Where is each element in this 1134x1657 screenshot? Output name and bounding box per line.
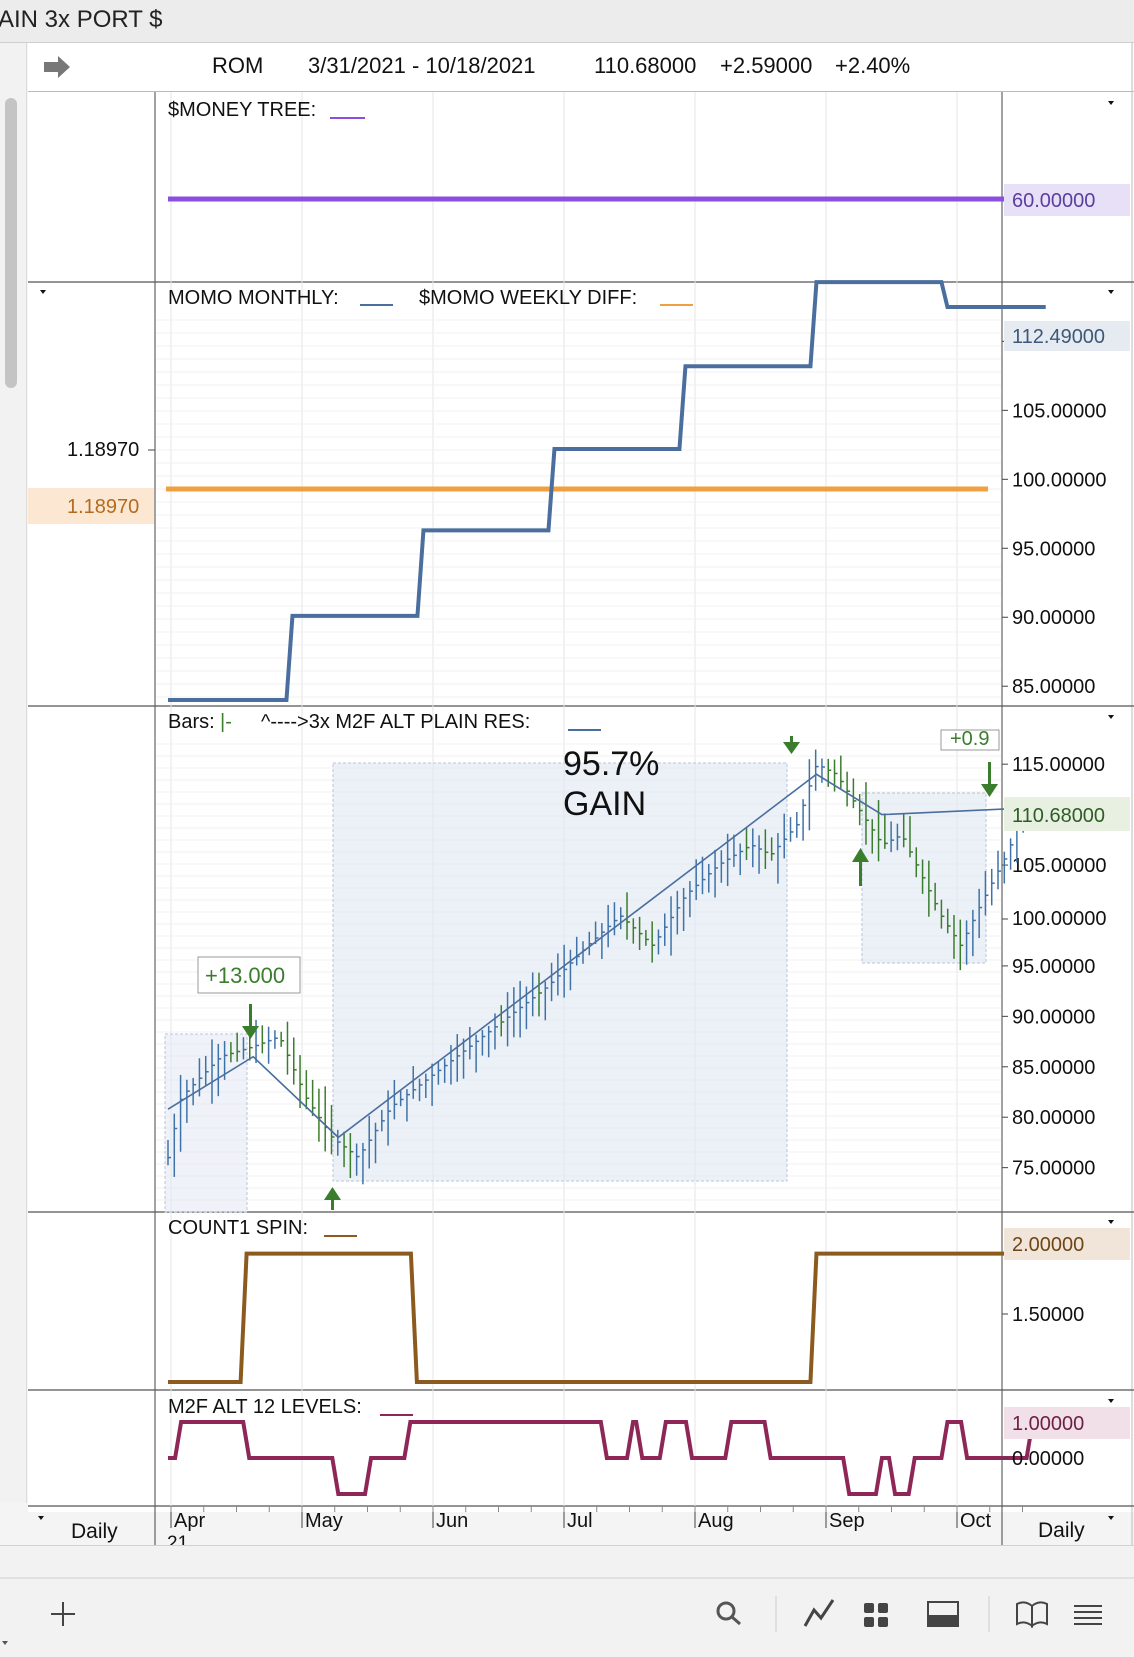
money-tree-title: $MONEY TREE: (168, 99, 316, 121)
x-tick-label: Oct (960, 1510, 992, 1532)
panel-layout-icon[interactable] (927, 1601, 959, 1627)
svg-text:+0.9: +0.9 (950, 728, 989, 750)
chevron-down-icon[interactable] (1108, 101, 1114, 105)
count1-spin-line (168, 1251, 1046, 1384)
menu-icon[interactable] (1074, 1605, 1102, 1625)
x-tick-label: Apr (174, 1510, 205, 1532)
price-y-axis: 75.00000 80.00000 85.00000 90.00000 95.00000… (1002, 754, 1107, 1180)
y-tick-label: 105.00000 (1012, 855, 1107, 877)
y-tick-label: 85.00000 (1012, 1057, 1095, 1079)
m2f-axis-label: 0.00000 (1012, 1448, 1084, 1470)
y-tick-label: 115.00000 (1012, 754, 1105, 776)
scrollbar-thumb[interactable] (5, 98, 17, 388)
bars-legend-glyph: |- (220, 711, 232, 733)
y-tick-label: 100.00000 (1012, 469, 1107, 491)
y-tick-label: 95.00000 (1012, 956, 1095, 978)
grid-layout-icon[interactable] (864, 1603, 888, 1627)
change-label: +2.59000 (720, 53, 813, 78)
y-tick-label: 90.00000 (1012, 1006, 1095, 1028)
book-icon[interactable] (1016, 1601, 1048, 1629)
down-arrow-icon (242, 1004, 259, 1039)
gain-annotation-line1: 95.7% (563, 745, 659, 783)
x-axis: Apr May Jun Jul Aug Sep Oct (170, 1506, 1023, 1532)
y-tick-label: 90.00000 (1012, 607, 1095, 629)
bars-title: Bars: (168, 711, 215, 733)
svg-text:60.00000: 60.00000 (1012, 190, 1095, 212)
x-tick-label: Jul (567, 1510, 593, 1532)
chevron-down-icon[interactable] (1108, 290, 1114, 294)
chevron-down-icon[interactable] (1108, 715, 1114, 719)
down-arrow-icon (783, 736, 800, 754)
chevron-down-icon[interactable] (1108, 1516, 1114, 1520)
chevron-down-icon[interactable] (40, 290, 46, 294)
count1-last-value-tag: 2.00000 (1004, 1228, 1130, 1260)
svg-text:112.49000: 112.49000 (1012, 326, 1105, 348)
chevron-down-icon[interactable] (2, 1641, 8, 1645)
price-last-value-tag: 110.68000 (1004, 797, 1130, 831)
momo-monthly-title: MOMO MONTHLY: (168, 287, 339, 309)
range-box-main (332, 762, 788, 1182)
svg-text:110.68000: 110.68000 (1012, 805, 1105, 827)
x-tick-label: Jun (436, 1510, 468, 1532)
count1-axis-label: 1.50000 (1012, 1304, 1084, 1326)
y-tick-label: 75.00000 (1012, 1158, 1095, 1180)
line-chart-icon[interactable] (803, 1599, 835, 1627)
right-gain-box: +0.9 (940, 728, 1000, 751)
svg-text:+13.000: +13.000 (205, 963, 285, 988)
momo-last-value-tag: 112.49000 (1004, 321, 1130, 351)
y-tick-label: 105.00000 (1012, 400, 1107, 422)
m2f-res-title: ^---->3x M2F ALT PLAIN RES: (261, 711, 530, 733)
window-titlebar: AIN 3x PORT $ (0, 0, 1134, 43)
m2f-levels-line (168, 1420, 1035, 1496)
svg-text:2.00000: 2.00000 (1012, 1234, 1084, 1256)
money-tree-value-tag: 60.00000 (1004, 184, 1130, 216)
count1-spin-title: COUNT1 SPIN: (168, 1217, 308, 1239)
search-icon[interactable] (716, 1601, 741, 1626)
bottom-toolbar (0, 1545, 1134, 1657)
chevron-down-icon[interactable] (38, 1516, 44, 1520)
chevron-down-icon[interactable] (1108, 1399, 1114, 1403)
m2f-levels-title: M2F ALT 12 LEVELS: (168, 1396, 362, 1418)
svg-text:1.18970: 1.18970 (67, 496, 139, 518)
pct-change-label: +2.40% (835, 53, 911, 78)
period-selector-left[interactable]: Daily (71, 1520, 118, 1543)
last-price-label: 110.68000 (594, 53, 697, 78)
arrow-right-icon[interactable] (42, 55, 72, 79)
up-arrow-icon (852, 848, 869, 886)
period-selector-right[interactable]: Daily (1038, 1519, 1085, 1542)
left-gain-box: +13.000 (197, 956, 301, 994)
date-range-label: 3/31/2021 - 10/18/2021 (308, 53, 536, 78)
window-title: AIN 3x PORT $ (0, 6, 163, 33)
m2f-last-value-tag: 1.00000 (1004, 1407, 1130, 1439)
y-tick-label: 80.00000 (1012, 1107, 1095, 1129)
chart-info-bar: ROM 3/31/2021 - 10/18/2021 110.68000 +2.… (28, 43, 1134, 92)
x-tick-label: Aug (698, 1510, 734, 1532)
symbol-label: ROM (212, 53, 264, 78)
m2f-res-line (167, 773, 1033, 1139)
momo-weekly-diff-title: $MOMO WEEKLY DIFF: (419, 287, 637, 309)
y-tick-label: 95.00000 (1012, 538, 1095, 560)
vertical-scrollbar[interactable] (0, 43, 27, 1503)
left-value-label: 1.18970 (67, 439, 139, 461)
price-axis-label-100: 100.00000 (1012, 908, 1107, 930)
svg-text:1.00000: 1.00000 (1012, 1413, 1084, 1435)
chevron-down-icon[interactable] (1108, 1220, 1114, 1224)
up-arrow-icon (324, 1187, 341, 1210)
x-tick-label: May (305, 1510, 343, 1532)
left-value-tag: 1.18970 (28, 488, 154, 524)
add-icon[interactable] (51, 1602, 75, 1626)
gain-annotation-line2: GAIN (563, 785, 646, 823)
y-tick-label: 85.00000 (1012, 676, 1095, 698)
down-arrow-icon (981, 762, 998, 797)
momo-monthly-line (168, 280, 1046, 702)
x-tick-label: Sep (829, 1510, 865, 1532)
